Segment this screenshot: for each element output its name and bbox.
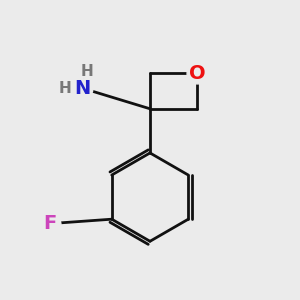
Text: N: N [74, 79, 90, 98]
Text: O: O [189, 64, 206, 83]
Text: H: H [80, 64, 93, 79]
Text: H: H [59, 81, 72, 96]
Text: F: F [43, 214, 56, 233]
